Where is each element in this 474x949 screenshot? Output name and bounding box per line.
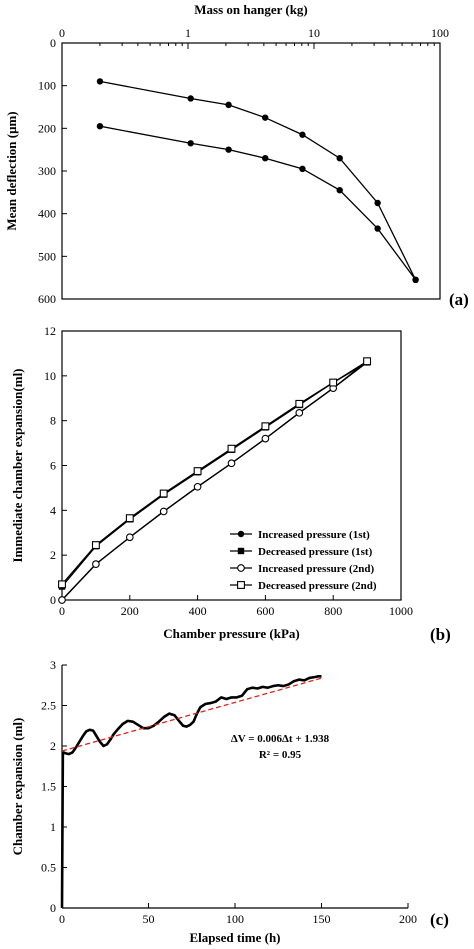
series-1-point bbox=[225, 101, 232, 109]
y-tick-label: 0.5 bbox=[41, 861, 56, 875]
series-1-line bbox=[99, 80, 417, 281]
y-tick-label: 0 bbox=[50, 901, 56, 915]
plot-frame bbox=[61, 42, 441, 300]
series-1-point bbox=[299, 131, 306, 138]
legend-entry: Increased pressure (1st) bbox=[258, 529, 370, 541]
y-tick-label: 12 bbox=[44, 324, 56, 338]
series-4-line bbox=[61, 360, 368, 585]
series-1-point bbox=[187, 95, 194, 102]
series-4-point bbox=[125, 514, 134, 523]
y-tick-label: 200 bbox=[38, 121, 56, 135]
x-axis-title: Chamber pressure (kPa) bbox=[163, 626, 300, 641]
series-3-line bbox=[61, 360, 368, 601]
panel-label: (b) bbox=[430, 625, 451, 644]
series-3-point bbox=[92, 560, 100, 568]
x-tick-label: 0 bbox=[59, 26, 65, 40]
y-tick-label: 1 bbox=[50, 820, 56, 834]
y-tick-label: 2.5 bbox=[41, 699, 56, 713]
panel-a-chart: 0 1 10 100 0 100 200 300 400 500 600 Mass on hanger… bbox=[4, 2, 469, 309]
x-tick-label: 200 bbox=[121, 604, 139, 618]
x-tick-label: 200 bbox=[399, 912, 417, 926]
y-axis-title: Immediate chamber expansion(ml) bbox=[10, 368, 25, 562]
legend-entry: Decreased pressure (1st) bbox=[258, 546, 373, 558]
x-tick-label: 10 bbox=[308, 26, 320, 40]
panel-c-chart: 0 50 100 150 200 0 0.5 1 1.5 2 2.5 3 Elapsed time (h… bbox=[10, 658, 449, 945]
legend-marker bbox=[237, 581, 245, 589]
series-3-point bbox=[193, 482, 202, 491]
legend-marker bbox=[237, 547, 245, 555]
series-3-point bbox=[58, 596, 66, 604]
y-tick-label: 10 bbox=[44, 369, 56, 383]
series-2-point bbox=[412, 276, 419, 283]
trendline-equation: ΔV = 0.006Δt + 1.938 bbox=[231, 733, 330, 745]
x-tick-label: 800 bbox=[324, 604, 342, 618]
legend-entry: Decreased pressure (2nd) bbox=[258, 580, 377, 592]
x-tick-label: 150 bbox=[313, 912, 331, 926]
x-tick-label: 100 bbox=[226, 912, 244, 926]
y-tick-label: 8 bbox=[50, 414, 56, 428]
x-tick-label: 600 bbox=[256, 604, 274, 618]
x-tick-label: 0 bbox=[59, 604, 65, 618]
series-2-point bbox=[299, 165, 306, 173]
series-3-point bbox=[295, 408, 304, 417]
panel-b-chart: 0 200 400 600 800 1000 0 2 4 6 8 10 12 Chamber pressu… bbox=[10, 324, 451, 644]
y-tick-label: 4 bbox=[50, 503, 56, 517]
series-4-point bbox=[363, 357, 372, 366]
series-3-point bbox=[261, 434, 270, 443]
y-tick-label: 400 bbox=[38, 207, 56, 221]
x-axis-title: Elapsed time (h) bbox=[190, 930, 281, 945]
y-tick-label: 0 bbox=[50, 593, 56, 607]
series-1-point bbox=[262, 114, 269, 121]
series-4-point bbox=[227, 444, 236, 453]
series-3-point bbox=[159, 507, 168, 516]
y-tick-label: 1.5 bbox=[41, 780, 56, 794]
legend-marker bbox=[237, 530, 245, 538]
panel-label: (a) bbox=[449, 290, 469, 309]
series-3-point bbox=[227, 459, 236, 468]
series-4-point bbox=[159, 489, 168, 498]
x-axis-title: Mass on hanger (kg) bbox=[194, 2, 308, 17]
x-tick-label: 1000 bbox=[389, 604, 413, 618]
y-tick-label: 6 bbox=[50, 459, 56, 473]
legend-marker bbox=[237, 564, 245, 572]
x-tick-label: 400 bbox=[189, 604, 207, 618]
series-1-point bbox=[336, 155, 343, 162]
series-2-line bbox=[99, 125, 417, 281]
x-tick-label: 1 bbox=[185, 26, 191, 40]
y-tick-label: 3 bbox=[50, 658, 56, 672]
y-tick-label: 300 bbox=[38, 164, 56, 178]
series-2-point bbox=[374, 225, 381, 232]
series-2-point bbox=[336, 187, 343, 194]
series-4-point bbox=[58, 580, 66, 589]
legend-entry: Increased pressure (2nd) bbox=[258, 563, 374, 575]
series-2-point bbox=[96, 123, 104, 130]
series-1-line bbox=[60, 675, 322, 909]
y-axis-title: Chamber expansion (ml) bbox=[10, 718, 25, 856]
x-tick-label: 0 bbox=[59, 912, 65, 926]
y-tick-label: 500 bbox=[38, 249, 56, 263]
series-1-point bbox=[374, 199, 381, 207]
y-tick-label: 2 bbox=[50, 739, 56, 753]
y-tick-label: 0 bbox=[50, 36, 56, 50]
series-4-point bbox=[295, 399, 304, 408]
series-2-point bbox=[187, 140, 194, 147]
series-4-point bbox=[329, 378, 338, 387]
trendline bbox=[61, 677, 322, 752]
series-2-point bbox=[262, 155, 269, 162]
y-tick-label: 100 bbox=[38, 79, 56, 93]
series-4-point bbox=[261, 422, 270, 431]
series-1-point bbox=[96, 78, 104, 85]
series-4-point bbox=[91, 541, 100, 550]
panel-label: (c) bbox=[430, 910, 449, 929]
series-4-point bbox=[193, 467, 202, 476]
series-2-point bbox=[225, 146, 232, 153]
trendline-r2: R² = 0.95 bbox=[259, 749, 302, 761]
x-tick-label: 100 bbox=[431, 26, 449, 40]
series-3-point bbox=[125, 533, 134, 542]
y-axis-title: Mean deflection (μm) bbox=[4, 111, 19, 230]
x-tick-label: 50 bbox=[143, 912, 155, 926]
y-tick-label: 600 bbox=[38, 292, 56, 306]
y-tick-label: 2 bbox=[50, 548, 56, 562]
